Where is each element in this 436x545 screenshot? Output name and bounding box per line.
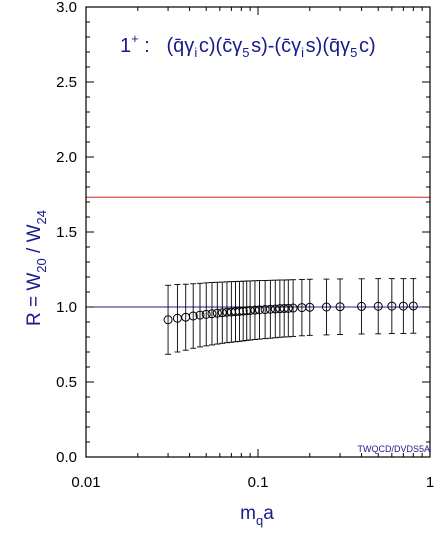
data-points [163,301,418,325]
annotation-subscript: 5 [242,45,249,60]
data-point [373,301,383,311]
annotation-gap [150,35,167,57]
data-point [335,302,345,312]
data-point [387,301,397,311]
ylabel-part: R = W [24,273,45,326]
data-point [398,301,408,311]
annotation-term: s)-(c̄γ [251,35,301,57]
data-point [408,301,418,311]
data-point [195,310,205,320]
data-point [288,303,298,313]
annotation-subscript: 5 [350,45,357,60]
y-tick-label: 2.0 [56,149,77,166]
ylabel-sub: 24 [34,210,49,224]
data-point [250,305,260,315]
data-point [245,305,255,315]
data-point [279,304,289,313]
x-axis-label: mqa [240,503,274,528]
annotation-term: c) [359,35,376,57]
x-tick-label: 1 [426,474,434,491]
x-axis: 0.01 0.1 1 [71,7,434,491]
ylabel-part: / W [24,224,45,258]
y-axis: 0.0 0.5 1.0 1.5 2.0 2.5 3.0 [56,0,430,466]
ylabel-sub: 20 [34,258,49,272]
y-tick-label: 1.0 [56,299,77,316]
y-axis-label: R = W20 / W24 [24,210,49,326]
watermark: TWQCD/DVDS5A [357,444,430,454]
data-point [305,302,315,312]
data-point [163,315,173,325]
xlabel-sub: q [256,513,263,528]
data-point [212,308,222,318]
data-point [234,306,244,316]
annotation-subscript: i [301,45,304,60]
plot-frame [85,6,431,458]
data-point [188,311,198,321]
data-point [217,308,227,318]
data-point [357,301,367,311]
y-tick-label: 3.0 [56,0,77,16]
y-tick-label: 2.5 [56,74,77,91]
operator-annotation: 1+ : (q̄γi c)(c̄γ5 s)-(c̄γi s)(q̄γ5 c) [120,31,376,60]
x-tick-label: 0.1 [248,474,269,491]
annotation-term: s)(q̄γ [306,35,350,57]
data-point [321,302,331,312]
data-point [265,304,275,314]
error-bars [165,278,417,355]
y-tick-label: 1.5 [56,224,77,241]
data-point [283,303,293,313]
annotation-state-sup: + [131,31,139,46]
xlabel-main: m [240,503,256,524]
xlabel-tail: a [263,503,274,524]
annotation-term: c)(c̄γ [199,35,242,57]
data-point [254,305,264,315]
y-tick-label: 0.0 [56,449,77,466]
annotation-subscript: i [194,45,197,60]
data-point [270,304,280,314]
data-point [238,306,248,316]
y-tick-label: 0.5 [56,374,77,391]
data-point [207,309,217,319]
annotation-term: (q̄γ [167,35,195,57]
data-point [201,309,211,319]
annotation-state-tail: : [139,35,150,57]
data-point [260,305,270,315]
data-point [222,307,232,317]
x-tick-label: 0.01 [71,474,100,491]
annotation-state: 1 [120,35,131,57]
